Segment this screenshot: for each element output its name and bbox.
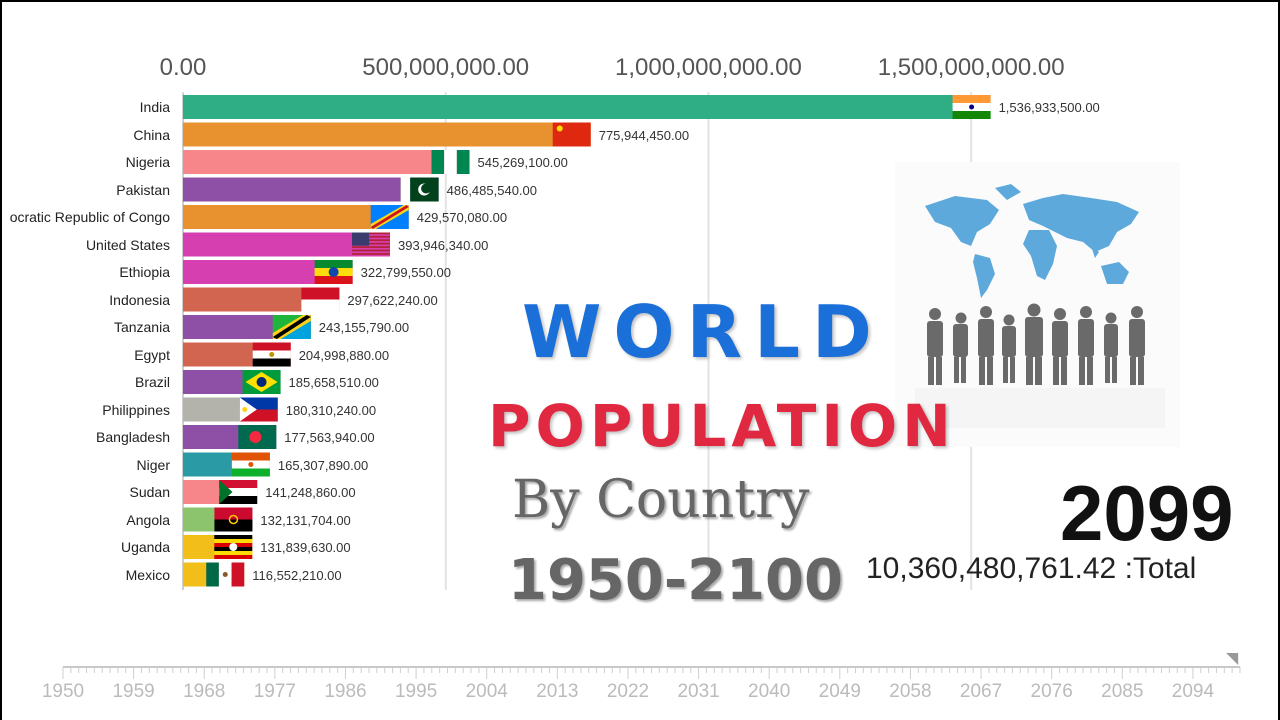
bar xyxy=(183,122,591,147)
category-label: Angola xyxy=(126,511,170,528)
category-label: Tanzania xyxy=(113,319,170,335)
indonesia-flag-icon xyxy=(301,287,340,312)
category-label: China xyxy=(133,126,170,143)
value-label: 775,944,450.00 xyxy=(598,127,690,143)
value-label: 185,658,510.00 xyxy=(288,375,379,390)
x-tick-label: 500,000,000.00 xyxy=(362,54,530,81)
category-label: Niger xyxy=(136,456,170,473)
value-label: 165,307,890.00 xyxy=(277,457,369,473)
timeline-year-label: 2085 xyxy=(1101,681,1144,702)
x-tick-label: 1,500,000,000.00 xyxy=(877,54,1065,81)
sudan-flag-icon xyxy=(219,480,258,504)
angola-flag-icon xyxy=(214,507,253,532)
nigeria-flag-icon xyxy=(431,150,470,174)
category-label: Uganda xyxy=(120,539,170,555)
pakistan-flag-icon xyxy=(400,177,439,202)
value-label: 1,536,933,500.00 xyxy=(998,100,1100,115)
timeline-year-label: 2094 xyxy=(1171,681,1215,702)
category-label: Sudan xyxy=(129,484,170,500)
category-label: ocratic Republic of Congo xyxy=(9,209,170,225)
total-population: 10,360,480,761.42 :Total xyxy=(866,552,1197,585)
timeline-year-label: 1995 xyxy=(394,681,438,702)
title-by-country: By Country xyxy=(512,470,810,530)
timeline-year-label: 2067 xyxy=(959,681,1003,702)
world-map-people-icon xyxy=(895,162,1180,447)
category-label: Ethiopia xyxy=(119,264,170,280)
tanzania-flag-icon xyxy=(272,315,311,339)
bar xyxy=(183,95,991,119)
value-label: 393,946,340.00 xyxy=(398,237,489,253)
ethiopia-flag-icon xyxy=(314,260,353,284)
niger-flag-icon xyxy=(231,452,270,477)
value-label: 322,799,550.00 xyxy=(360,265,451,280)
bangladesh-flag-icon xyxy=(238,425,277,449)
timeline-year-label: 2031 xyxy=(677,681,720,702)
category-label: Bangladesh xyxy=(96,429,170,445)
value-label: 429,570,080.00 xyxy=(416,210,508,225)
uganda-flag-icon xyxy=(214,535,253,559)
title-population: POPULATION xyxy=(488,392,956,460)
timeline-year-label: 1986 xyxy=(324,681,367,702)
bar xyxy=(183,150,470,174)
timeline-year-label: 2040 xyxy=(748,681,791,702)
philippines-flag-icon xyxy=(239,397,278,422)
egypt-flag-icon xyxy=(252,342,291,367)
timeline-year-label: 1968 xyxy=(183,681,226,702)
title-world: WORLD xyxy=(522,290,884,374)
value-label: 177,563,940.00 xyxy=(284,430,375,445)
x-tick-label: 0.00 xyxy=(159,54,207,81)
category-label: Philippines xyxy=(102,401,170,418)
category-label: Egypt xyxy=(134,346,170,363)
category-label: Indonesia xyxy=(109,291,170,308)
mexico-flag-icon xyxy=(206,562,245,587)
category-label: Pakistan xyxy=(116,181,170,198)
current-year: 2099 xyxy=(1060,469,1234,557)
value-label: 545,269,100.00 xyxy=(477,155,568,170)
timeline-year-label: 1950 xyxy=(41,681,85,702)
india-flag-icon xyxy=(952,95,991,119)
category-label: Brazil xyxy=(134,374,170,390)
category-label: United States xyxy=(85,236,170,253)
value-label: 131,839,630.00 xyxy=(260,540,351,555)
timeline-year-label: 2058 xyxy=(889,681,932,702)
bar xyxy=(183,177,439,202)
category-label: Nigeria xyxy=(125,154,170,170)
x-tick-label: 1,000,000,000.00 xyxy=(615,54,802,81)
value-label: 141,248,860.00 xyxy=(265,485,356,500)
timeline-year-label: 2013 xyxy=(536,681,579,702)
timeline-year-label: 2022 xyxy=(606,681,650,702)
title-year-range: 1950-2100 xyxy=(508,548,843,613)
category-label: India xyxy=(139,99,170,115)
category-label: Mexico xyxy=(125,566,170,583)
timeline-year-label: 1959 xyxy=(112,681,155,702)
usa-flag-icon xyxy=(352,232,391,255)
value-label: 204,998,880.00 xyxy=(298,347,390,363)
timeline-year-label: 2049 xyxy=(818,681,861,702)
value-label: 180,310,240.00 xyxy=(285,402,377,418)
value-label: 297,622,240.00 xyxy=(347,292,438,308)
timeline-year-label: 2004 xyxy=(465,681,508,702)
brazil-flag-icon xyxy=(242,370,281,394)
value-label: 243,155,790.00 xyxy=(318,320,410,335)
timeline-year-label: 2076 xyxy=(1030,681,1073,702)
value-label: 486,485,540.00 xyxy=(446,182,537,198)
timeline-year-label: 1977 xyxy=(253,681,296,702)
value-label: 132,131,704.00 xyxy=(260,512,351,528)
china-flag-icon xyxy=(552,122,591,147)
value-label: 116,552,210.00 xyxy=(252,567,342,583)
drc-flag-icon xyxy=(370,205,409,229)
